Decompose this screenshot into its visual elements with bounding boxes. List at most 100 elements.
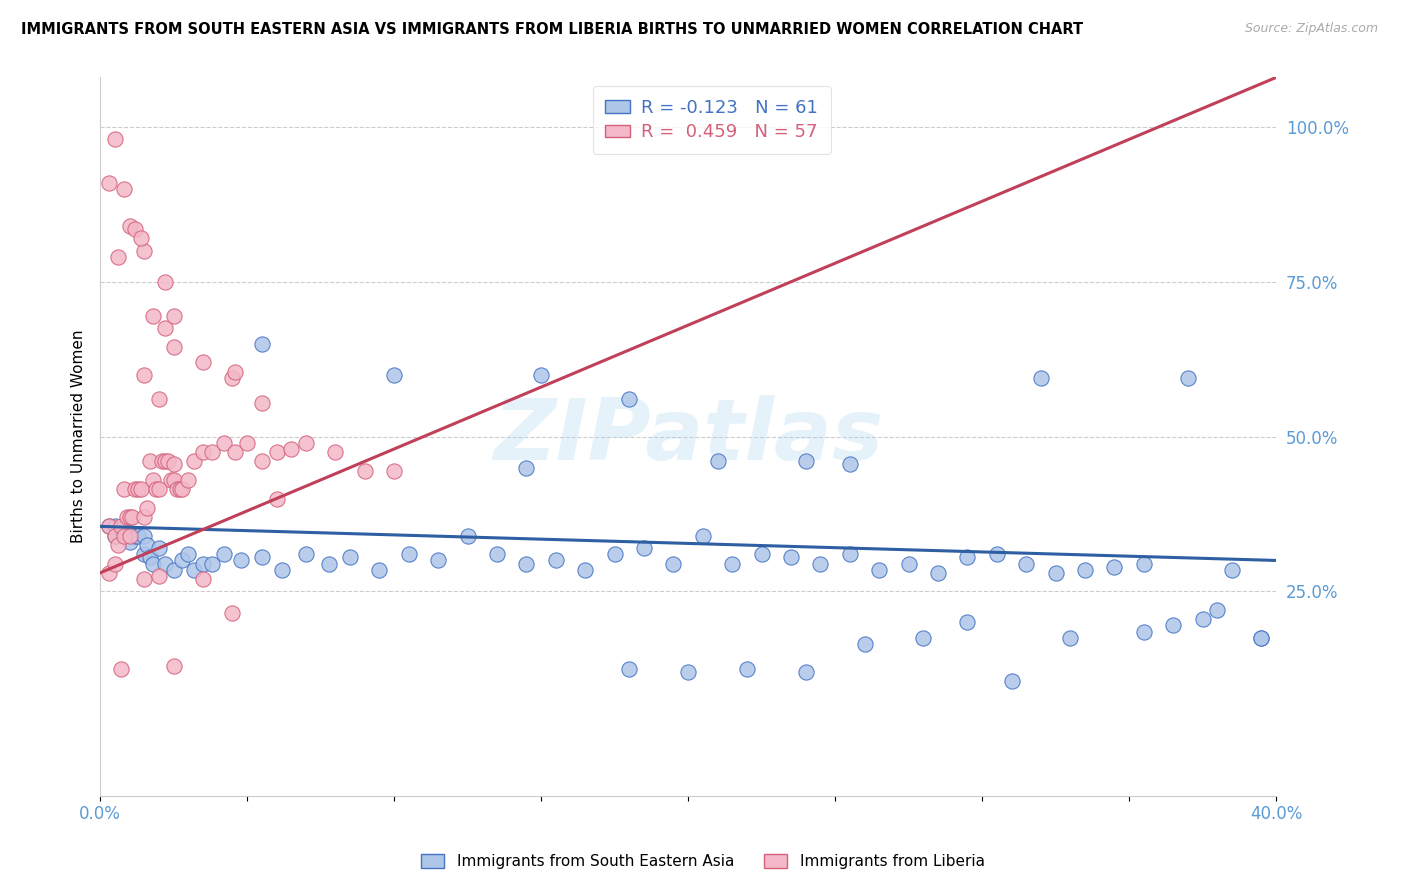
Point xyxy=(162,340,184,354)
Point xyxy=(153,557,176,571)
Point xyxy=(706,454,728,468)
Point xyxy=(118,510,141,524)
Point xyxy=(221,606,243,620)
Point xyxy=(142,473,165,487)
Point xyxy=(221,371,243,385)
Point xyxy=(148,541,170,555)
Y-axis label: Births to Unmarried Women: Births to Unmarried Women xyxy=(72,330,86,543)
Point xyxy=(136,538,159,552)
Point xyxy=(603,547,626,561)
Point xyxy=(457,529,479,543)
Point xyxy=(271,563,294,577)
Point xyxy=(156,454,179,468)
Point xyxy=(574,563,596,577)
Point xyxy=(162,563,184,577)
Point xyxy=(515,557,537,571)
Point xyxy=(318,557,340,571)
Point xyxy=(530,368,553,382)
Point xyxy=(838,547,860,561)
Point xyxy=(231,553,253,567)
Legend: R = -0.123   N = 61, R =  0.459   N = 57: R = -0.123 N = 61, R = 0.459 N = 57 xyxy=(592,87,831,154)
Point xyxy=(280,442,302,456)
Point xyxy=(250,550,273,565)
Point xyxy=(127,482,149,496)
Point xyxy=(134,572,156,586)
Point xyxy=(1250,631,1272,645)
Point xyxy=(115,510,138,524)
Point xyxy=(485,547,508,561)
Point xyxy=(266,491,288,506)
Point xyxy=(794,454,817,468)
Point xyxy=(382,464,405,478)
Point xyxy=(118,529,141,543)
Point xyxy=(662,557,685,571)
Point xyxy=(1133,624,1156,639)
Point xyxy=(1015,557,1038,571)
Point xyxy=(868,563,890,577)
Point xyxy=(172,553,194,567)
Point xyxy=(183,454,205,468)
Point xyxy=(134,529,156,543)
Point xyxy=(619,662,641,676)
Point xyxy=(1220,563,1243,577)
Point xyxy=(139,550,162,565)
Point xyxy=(153,454,176,468)
Point xyxy=(129,231,152,245)
Point xyxy=(1000,674,1022,689)
Point xyxy=(162,309,184,323)
Point xyxy=(162,458,184,472)
Point xyxy=(1045,566,1067,580)
Point xyxy=(692,529,714,543)
Point xyxy=(97,519,120,533)
Point xyxy=(398,547,420,561)
Point xyxy=(236,435,259,450)
Point xyxy=(427,553,450,567)
Point xyxy=(295,435,318,450)
Point xyxy=(323,445,346,459)
Point xyxy=(121,510,143,524)
Point xyxy=(956,615,979,630)
Point xyxy=(382,368,405,382)
Point xyxy=(145,482,167,496)
Point xyxy=(912,631,935,645)
Point xyxy=(266,445,288,459)
Point xyxy=(810,557,832,571)
Point xyxy=(97,176,120,190)
Point xyxy=(735,662,758,676)
Point xyxy=(97,566,120,580)
Point xyxy=(368,563,391,577)
Point xyxy=(104,529,127,543)
Point xyxy=(124,222,146,236)
Point xyxy=(134,368,156,382)
Point xyxy=(183,563,205,577)
Point xyxy=(112,529,135,543)
Point xyxy=(124,529,146,543)
Point xyxy=(794,665,817,679)
Point xyxy=(136,500,159,515)
Point xyxy=(191,572,214,586)
Point xyxy=(124,482,146,496)
Point xyxy=(150,454,173,468)
Point xyxy=(191,355,214,369)
Point xyxy=(295,547,318,561)
Point xyxy=(142,557,165,571)
Point xyxy=(1059,631,1081,645)
Point xyxy=(676,665,699,679)
Point xyxy=(134,547,156,561)
Point xyxy=(110,523,132,537)
Point xyxy=(118,525,141,540)
Point xyxy=(112,182,135,196)
Point xyxy=(118,219,141,233)
Point xyxy=(127,529,149,543)
Point xyxy=(148,569,170,583)
Point xyxy=(1191,612,1213,626)
Point xyxy=(177,547,200,561)
Text: IMMIGRANTS FROM SOUTH EASTERN ASIA VS IMMIGRANTS FROM LIBERIA BIRTHS TO UNMARRIE: IMMIGRANTS FROM SOUTH EASTERN ASIA VS IM… xyxy=(21,22,1083,37)
Point xyxy=(339,550,361,565)
Point xyxy=(853,637,876,651)
Point xyxy=(118,534,141,549)
Point xyxy=(110,662,132,676)
Point xyxy=(97,519,120,533)
Point xyxy=(191,445,214,459)
Point xyxy=(1074,563,1097,577)
